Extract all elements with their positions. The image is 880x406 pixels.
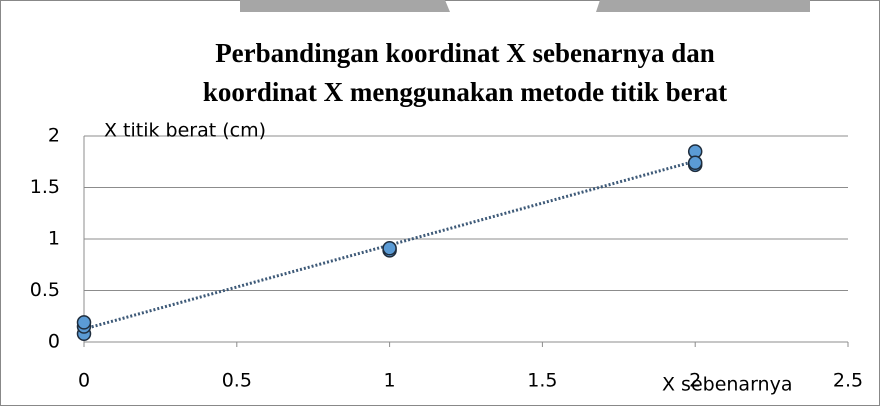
- y-tick-label: 1: [48, 228, 60, 250]
- x-tick-label: 1: [384, 370, 396, 392]
- y-tick-label: 0.5: [30, 279, 60, 301]
- point: [687, 155, 703, 171]
- x-tick-label: 2.5: [833, 370, 863, 392]
- y-tick-label: 2: [48, 125, 60, 147]
- x-tick-label: 0.5: [222, 370, 252, 392]
- point: [76, 315, 92, 330]
- chart-title: Perbandingan koordinat X sebenarnya dan: [215, 38, 715, 68]
- x-tick-label: 1.5: [527, 370, 557, 392]
- chart-title: koordinat X menggunakan metode titik ber…: [203, 77, 727, 107]
- y-axis-label: X titik berat (cm): [104, 120, 266, 142]
- tab-decoration: [596, 0, 810, 12]
- point: [382, 241, 397, 256]
- tab-decoration: [240, 0, 450, 12]
- y-tick-label: 1.5: [30, 176, 60, 198]
- y-tick-label: 0: [48, 331, 60, 353]
- x-axis-label: X sebenarnya: [662, 374, 793, 396]
- x-tick-label: 0: [78, 370, 90, 392]
- x-tick-label: 2: [689, 370, 701, 392]
